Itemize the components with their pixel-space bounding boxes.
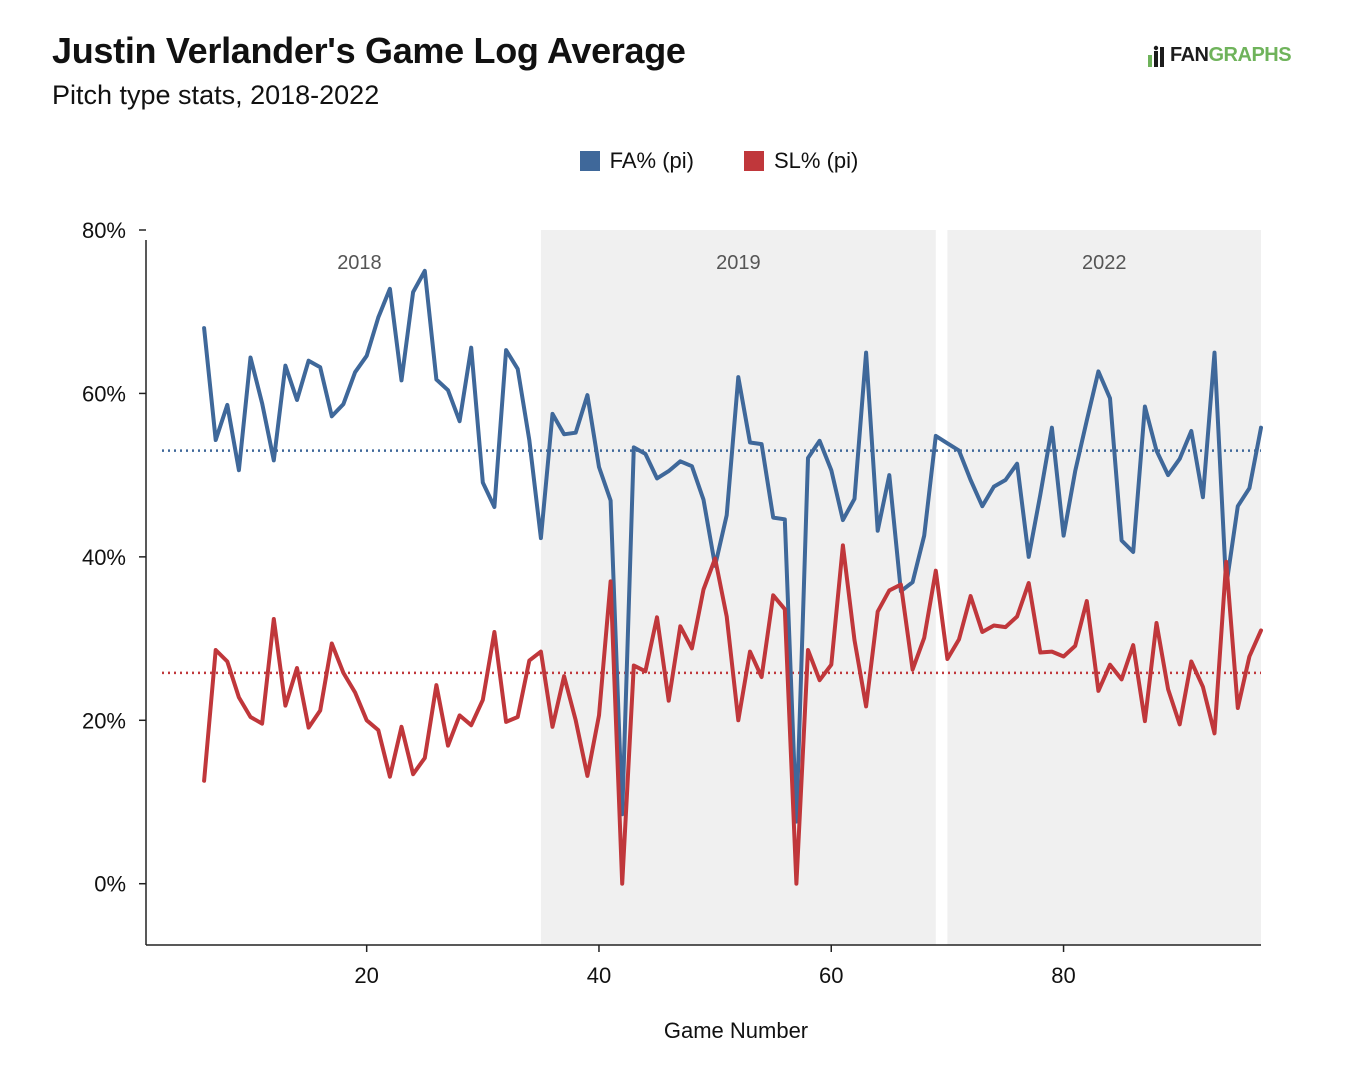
season-label-2022: 2022: [1082, 252, 1127, 274]
x-tick-label: 20: [354, 963, 378, 988]
series-line-sl: [202, 543, 1263, 886]
season-label-2019: 2019: [716, 252, 761, 274]
legend-item-fa[interactable]: FA% (pi): [579, 148, 694, 174]
x-axis-title: Game Number: [663, 1018, 809, 1043]
chart-subtitle: Pitch type stats, 2018-2022: [52, 80, 380, 110]
x-tick-label: 80: [1051, 963, 1075, 988]
chart-legend: FA% (pi) SL% (pi): [0, 148, 1348, 174]
y-tick-label: 40%: [82, 545, 126, 570]
fangraphs-logo-icon: [1148, 45, 1168, 67]
season-band-2019: [540, 230, 936, 945]
x-tick-label: 60: [819, 963, 843, 988]
season-label-2018: 2018: [337, 252, 382, 274]
fangraphs-logo[interactable]: FAN GRAPHS: [1148, 44, 1292, 67]
logo-text-graphs: GRAPHS: [1208, 44, 1292, 66]
y-tick-label: 0%: [94, 872, 126, 897]
y-tick-label: 80%: [82, 218, 126, 243]
logo-text-fan: FAN: [1170, 44, 1209, 66]
y-tick-label: 20%: [82, 708, 126, 733]
series-line-fa: [202, 268, 1263, 824]
legend-swatch-sl: [744, 151, 764, 171]
legend-swatch-fa: [579, 151, 600, 171]
season-band-2022: [947, 230, 1261, 945]
chart-title: Justin Verlander's Game Log Average: [52, 30, 686, 71]
x-tick-label: 40: [587, 963, 611, 988]
y-tick-label: 60%: [82, 381, 126, 406]
legend-label-sl: SL% (pi): [774, 148, 859, 173]
legend-item-sl[interactable]: SL% (pi): [744, 148, 858, 174]
legend-label-fa: FA% (pi): [609, 148, 694, 173]
